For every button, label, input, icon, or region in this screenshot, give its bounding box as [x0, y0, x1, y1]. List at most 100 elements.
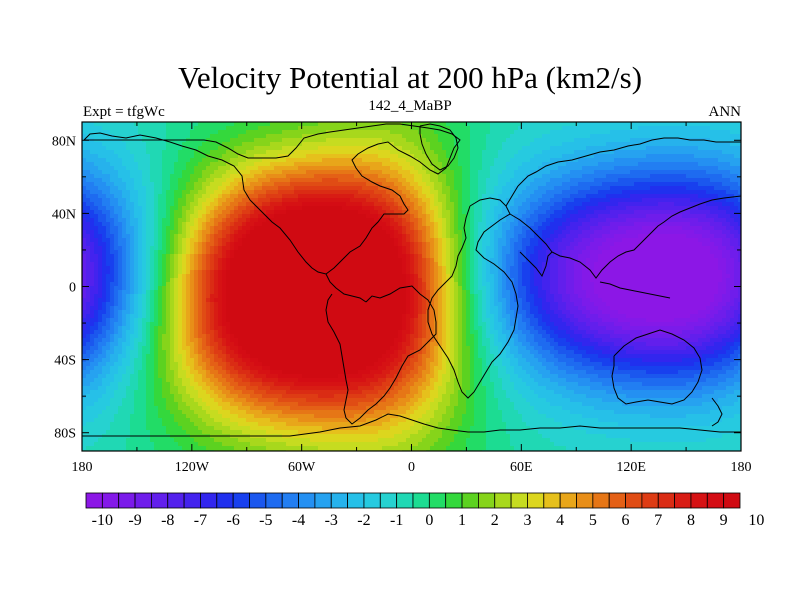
field-cell	[158, 166, 163, 171]
field-cell	[418, 234, 423, 239]
field-cell	[478, 190, 483, 195]
field-cell	[606, 222, 611, 227]
field-cell	[646, 222, 651, 227]
field-cell	[326, 230, 331, 235]
field-cell	[390, 174, 395, 179]
field-cell	[498, 234, 503, 239]
field-cell	[154, 166, 159, 171]
field-cell	[538, 158, 543, 163]
field-cell	[82, 198, 87, 203]
field-cell	[150, 198, 155, 203]
field-cell	[670, 198, 675, 203]
field-cell	[734, 206, 739, 211]
field-cell	[338, 134, 343, 139]
field-cell	[82, 218, 87, 223]
field-cell	[94, 158, 99, 163]
field-cell	[198, 198, 203, 203]
field-cell	[566, 222, 571, 227]
field-cell	[178, 150, 183, 155]
field-cell	[738, 226, 741, 231]
field-cell	[430, 230, 435, 235]
field-cell	[582, 174, 587, 179]
field-cell	[286, 130, 291, 135]
field-cell	[330, 202, 335, 207]
field-cell	[478, 210, 483, 215]
field-cell	[118, 214, 123, 219]
field-cell	[686, 234, 691, 239]
field-cell	[238, 234, 243, 239]
field-cell	[450, 186, 455, 191]
field-cell	[286, 146, 291, 151]
field-cell	[406, 138, 411, 143]
field-cell	[390, 218, 395, 223]
field-cell	[106, 206, 111, 211]
field-cell	[426, 218, 431, 223]
field-cell	[102, 150, 107, 155]
field-cell	[102, 134, 107, 139]
field-cell	[626, 230, 631, 235]
field-cell	[366, 198, 371, 203]
field-cell	[446, 202, 451, 207]
field-cell	[170, 190, 175, 195]
field-cell	[310, 146, 315, 151]
field-cell	[718, 198, 723, 203]
field-cell	[538, 174, 543, 179]
field-cell	[350, 142, 355, 147]
field-cell	[182, 154, 187, 159]
field-cell	[530, 214, 535, 219]
field-cell	[170, 142, 175, 147]
field-cell	[314, 222, 319, 227]
field-cell	[318, 194, 323, 199]
field-cell	[322, 178, 327, 183]
field-cell	[230, 206, 235, 211]
field-cell	[618, 154, 623, 159]
field-cell	[542, 126, 547, 131]
field-cell	[722, 190, 727, 195]
field-cell	[558, 170, 563, 175]
field-cell	[586, 202, 591, 207]
field-cell	[462, 198, 467, 203]
field-cell	[430, 150, 435, 155]
field-cell	[566, 174, 571, 179]
field-cell	[606, 146, 611, 151]
field-cell	[638, 226, 643, 231]
field-cell	[618, 198, 623, 203]
field-cell	[270, 174, 275, 179]
field-cell	[498, 158, 503, 163]
field-cell	[254, 226, 259, 231]
field-cell	[390, 138, 395, 143]
field-cell	[654, 190, 659, 195]
field-cell	[382, 170, 387, 175]
field-cell	[150, 122, 155, 127]
field-cell	[526, 162, 531, 167]
field-cell	[94, 238, 99, 243]
field-cell	[558, 130, 563, 135]
field-cell	[298, 122, 303, 127]
field-cell	[538, 150, 543, 155]
field-cell	[338, 214, 343, 219]
field-cell	[454, 170, 459, 175]
field-cell	[634, 126, 639, 131]
field-cell	[114, 218, 119, 223]
field-cell	[738, 222, 741, 227]
field-cell	[430, 146, 435, 151]
field-cell	[566, 238, 571, 243]
field-cell	[534, 162, 539, 167]
field-cell	[398, 162, 403, 167]
field-cell	[222, 202, 227, 207]
field-cell	[286, 142, 291, 147]
field-cell	[98, 242, 103, 247]
field-cell	[294, 214, 299, 219]
field-cell	[198, 154, 203, 159]
field-cell	[682, 186, 687, 191]
field-cell	[542, 210, 547, 215]
field-cell	[390, 146, 395, 151]
field-cell	[398, 170, 403, 175]
field-cell	[230, 230, 235, 235]
field-cell	[238, 126, 243, 131]
field-cell	[598, 238, 603, 243]
field-cell	[246, 158, 251, 163]
field-cell	[98, 146, 103, 151]
field-cell	[422, 238, 427, 243]
field-cell	[174, 182, 179, 187]
